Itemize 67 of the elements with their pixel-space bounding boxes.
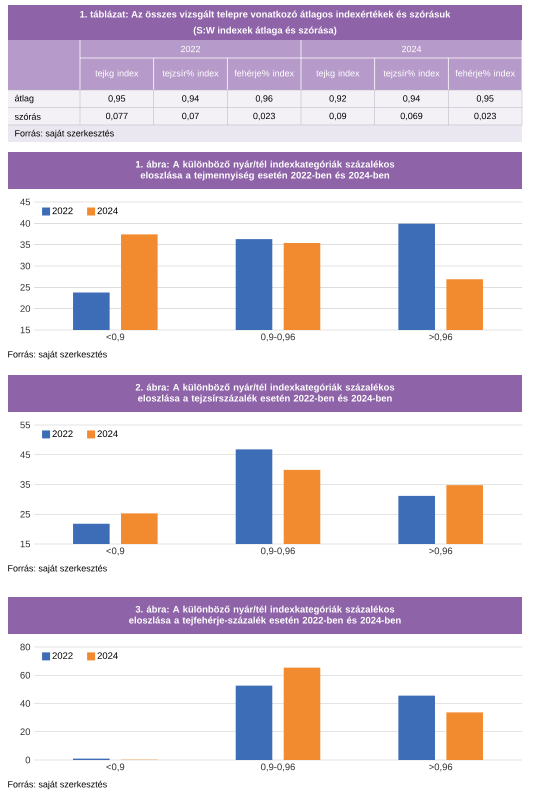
y-tick-label: 0 xyxy=(26,756,30,764)
bar xyxy=(236,686,272,760)
legend-label: 2022 xyxy=(52,207,73,214)
y-tick-label: 30 xyxy=(20,262,30,270)
y-tick-label: 80 xyxy=(20,644,30,650)
y-tick-label: 20 xyxy=(20,305,30,312)
y-tick-label: 35 xyxy=(20,241,30,248)
x-tick-label: <0,9 xyxy=(106,334,124,342)
text: 0,069 xyxy=(400,112,422,120)
text: 0,92 xyxy=(329,95,346,103)
y-tick-label: 40 xyxy=(20,220,30,227)
y-tick-label: 40 xyxy=(20,700,30,707)
text: 0,023 xyxy=(474,112,496,120)
text: Forrás: saját szerkesztés xyxy=(8,780,107,790)
text: 0,077 xyxy=(106,112,128,120)
text: Forrás: saját szerkesztés xyxy=(8,564,107,574)
y-tick-label: 35 xyxy=(20,481,30,488)
x-tick-label: <0,9 xyxy=(106,548,124,556)
text: 2024 xyxy=(402,46,422,52)
x-tick-label: 0,9-0,96 xyxy=(261,764,295,772)
text: 0,09 xyxy=(329,112,346,120)
y-tick-label: 45 xyxy=(20,451,30,458)
x-tick-label: <0,9 xyxy=(106,764,124,772)
x-tick-label: 0,9-0,96 xyxy=(261,334,295,342)
y-tick-label: 45 xyxy=(20,198,30,206)
text: 0,95 xyxy=(476,95,494,103)
y-tick-label: 15 xyxy=(20,540,30,548)
chart-title: 3. ábra: A különböző nyár/tél indexkategóriák százalékos eloszlása a tejfehérje-százalék esetén 2022-ben és 2024-ben xyxy=(129,606,401,626)
text: Forrás: saját szerkesztés xyxy=(15,130,114,138)
text: 0,96 xyxy=(256,95,272,103)
y-tick-label: 55 xyxy=(20,422,30,428)
legend-label: 2024 xyxy=(98,652,118,660)
text: 0,94 xyxy=(182,95,199,103)
category-label: szórás xyxy=(14,113,41,120)
x-tick-label: >0,96 xyxy=(429,548,452,556)
x-tick-label: >0,96 xyxy=(429,334,452,342)
y-tick-label: 20 xyxy=(20,728,30,736)
x-tick-label: 0,9-0,96 xyxy=(261,548,295,556)
y-tick-label: 25 xyxy=(20,510,30,518)
y-tick-label: 60 xyxy=(20,672,30,679)
category-label: fehérje% index xyxy=(234,70,294,78)
legend-label: 2022 xyxy=(52,430,73,438)
bar xyxy=(284,668,320,760)
text: 0,95 xyxy=(108,95,126,103)
bar xyxy=(446,712,483,760)
legend-label: 2024 xyxy=(98,207,118,214)
x-tick-label: >0,96 xyxy=(429,764,452,772)
legend-label: 2022 xyxy=(52,652,73,660)
text: 0,07 xyxy=(182,112,199,120)
text: 0,94 xyxy=(403,95,420,103)
category-label: fehérje% index xyxy=(455,70,515,78)
category-label: átlag xyxy=(14,94,34,104)
chart-title: 1. ábra: A különböző nyár/tél indexkategóriák százalékos eloszlása a tejmennyiség esetén 2022-ben és 2024-ben xyxy=(136,160,394,180)
text: (S:W indexek átlaga és szórása) xyxy=(194,26,336,36)
category-label: tejkg index xyxy=(95,70,138,78)
y-tick-label: 15 xyxy=(20,326,30,334)
text: 1. táblázat: Az összes vizsgált telepre vonatkozó átlagos indexértékek és szórásuk xyxy=(80,10,450,20)
bar xyxy=(398,696,435,760)
legend-label: 2024 xyxy=(98,430,118,438)
y-tick-label: 25 xyxy=(20,284,30,291)
text: Forrás: saját szerkesztés xyxy=(8,350,107,360)
category-label: tejkg index xyxy=(316,70,360,78)
category-label: tejzsír% index xyxy=(383,70,440,78)
text: 2022 xyxy=(180,46,200,52)
category-label: tejzsír% index xyxy=(162,70,219,78)
text: 0,023 xyxy=(253,112,275,120)
chart-title: 2. ábra: A különböző nyár/tél indexkategóriák százalékos eloszlása a tejzsírszázalék esetén 2022-ben és 2024-ben xyxy=(136,384,394,404)
